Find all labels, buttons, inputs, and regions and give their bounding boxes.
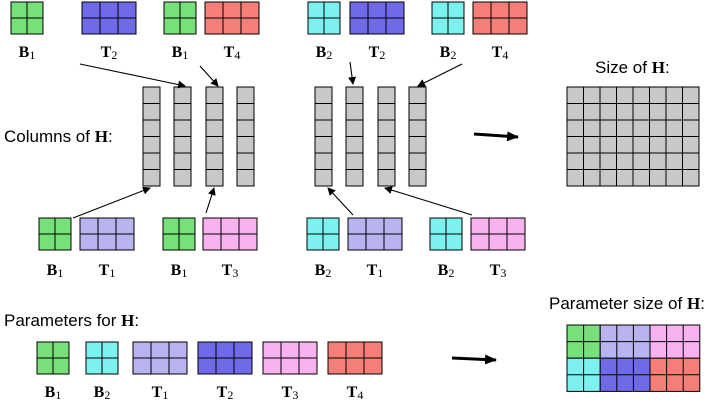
param-block-t4: [649, 357, 701, 392]
column-arrow-2: [199, 65, 219, 87]
param-block-b1: [566, 324, 601, 359]
matrix-t3: [202, 217, 258, 251]
result-arrow-bottom: [451, 354, 497, 365]
matrix-label-b2: B2: [315, 262, 332, 280]
matrix-label-b1: B1: [19, 44, 36, 62]
matrix-label-t3: T3: [490, 262, 507, 280]
size-of-h-matrix: [566, 86, 700, 187]
matrix-label-t2: T2: [101, 44, 118, 62]
matrix-label-t1: T1: [99, 262, 116, 280]
matrix-t1: [347, 217, 403, 251]
top-matrix-pairs: B1 T2 B1 T4 B2 T2 B2 T4: [10, 1, 528, 62]
size-of-h-grid: [566, 86, 700, 187]
matrix-label-t2: T2: [369, 44, 386, 62]
matrix-b2: [85, 341, 119, 375]
matrix-t4: [204, 1, 260, 35]
matrix-label-t3: T3: [282, 384, 299, 402]
matrix-b1: [38, 217, 72, 251]
matrix-b1: [162, 217, 196, 251]
h-column-8: [408, 86, 427, 187]
matrix-b2: [431, 1, 465, 35]
matrix-b1: [163, 1, 197, 35]
matrix-t3: [470, 217, 526, 251]
h-column-4: [236, 86, 255, 187]
result-arrow-top: [473, 131, 519, 142]
matrix-b1: [10, 1, 44, 35]
param-block-t3: [649, 324, 701, 359]
matrix-t4: [327, 341, 383, 375]
parameter-size-grid: [566, 324, 701, 392]
h-column-7: [377, 86, 396, 187]
param-block-b2: [566, 357, 601, 392]
parameters-for-h-label: Parameters for H:: [4, 311, 139, 330]
h-column-2: [173, 86, 192, 187]
matrix-label-b1: B1: [45, 384, 62, 402]
h-column-6: [345, 86, 364, 187]
size-of-h-label: Size of H:: [595, 58, 670, 77]
param-block-t2: [599, 357, 651, 392]
matrix-t3: [262, 341, 318, 375]
matrix-label-b2: B2: [316, 44, 333, 62]
matrix-b2: [307, 1, 341, 35]
matrix-t2: [81, 1, 137, 35]
column-arrows: [72, 61, 473, 219]
column-arrow-3: [348, 61, 357, 85]
matrix-label-b2: B2: [438, 262, 455, 280]
matrix-label-b2: B2: [440, 44, 457, 62]
column-arrow-7: [327, 187, 354, 216]
matrix-t1: [79, 217, 135, 251]
matrix-label-b2: B2: [94, 384, 111, 402]
matrix-label-t2: T2: [217, 384, 234, 402]
columns-of-h: [142, 86, 427, 187]
matrix-label-t3: T3: [222, 262, 239, 280]
matrix-label-b1: B1: [171, 262, 188, 280]
h-column-3: [205, 86, 224, 187]
matrix-label-t4: T4: [492, 44, 509, 62]
matrix-b1: [36, 341, 70, 375]
column-arrow-4: [417, 63, 463, 87]
matrix-label-t1: T1: [367, 262, 384, 280]
matrix-label-t4: T4: [347, 384, 364, 402]
parameter-list-row: B1 B2 T1 T2 T3 T4: [36, 341, 383, 402]
column-arrow-6: [205, 187, 216, 214]
columns-of-h-label: Columns of H:: [4, 127, 113, 146]
column-arrow-8: [384, 186, 473, 216]
matrix-label-b1: B1: [172, 44, 189, 62]
parameter-size-of-h-label: Parameter size of H:: [549, 294, 705, 313]
column-arrow-1: [79, 63, 186, 89]
bottom-matrix-pairs: B1 T1 B1 T3 B2 T1 B2 T3: [38, 217, 526, 280]
matrix-b2: [429, 217, 463, 251]
matrix-t4: [472, 1, 528, 35]
h-column-1: [142, 86, 161, 187]
param-block-t1: [599, 324, 651, 359]
h-column-5: [314, 86, 333, 187]
matrix-label-t1: T1: [152, 384, 169, 402]
matrix-t2: [349, 1, 405, 35]
matrix-t1: [132, 341, 188, 375]
matrix-t2: [197, 341, 253, 375]
column-arrow-5: [72, 186, 151, 219]
matrix-b2: [306, 217, 340, 251]
matrix-label-b1: B1: [47, 262, 64, 280]
matrix-label-t4: T4: [224, 44, 241, 62]
